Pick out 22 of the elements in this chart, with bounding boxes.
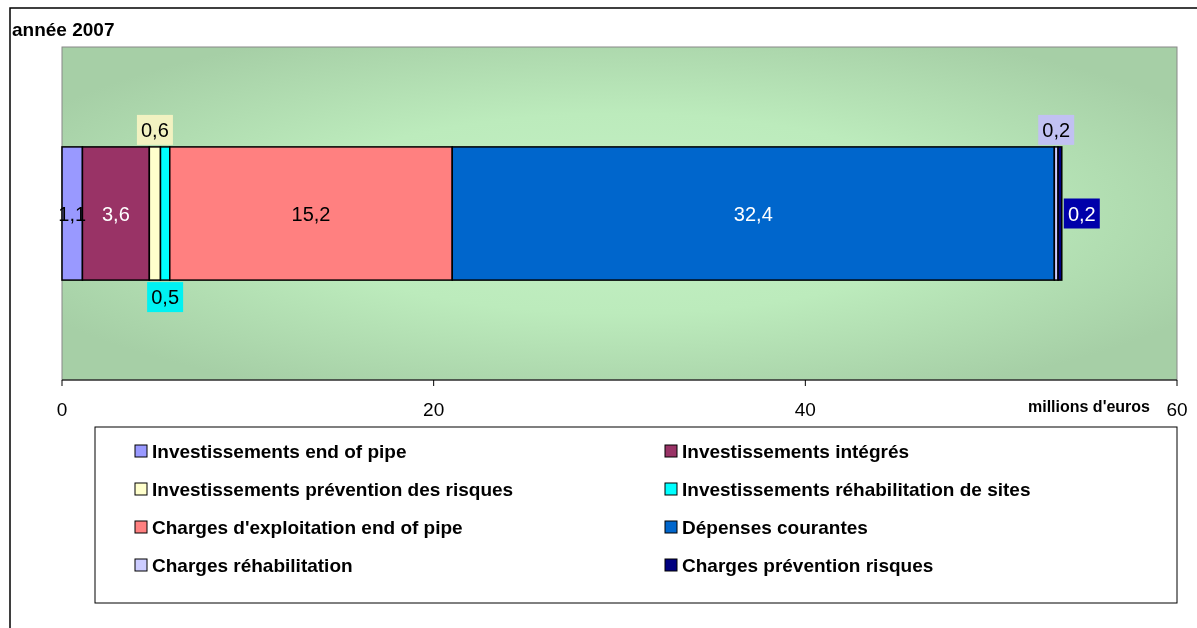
x-tick-label: 20 (423, 399, 445, 420)
chart-title: année 2007 (12, 19, 115, 40)
legend-label: Investissements prévention des risques (152, 478, 514, 500)
x-tick-label: 40 (794, 399, 816, 420)
legend-label: Investissements end of pipe (152, 440, 407, 462)
legend-label: Charges prévention risques (682, 554, 934, 576)
x-axis-title: millions d'euros (1027, 398, 1151, 415)
data-label: 3,6 (101, 202, 130, 225)
legend-label: Investissements intégrés (682, 440, 910, 462)
data-label: 0,6 (141, 118, 169, 141)
legend-label: Investissements réhabilitation de sites (682, 478, 1031, 500)
data-label: 32,4 (733, 202, 773, 225)
bar (1057, 146, 1063, 281)
legend-label: Dépenses courantes (682, 516, 868, 538)
data-label: 0,5 (151, 286, 180, 309)
data-label: 0,2 (1067, 202, 1096, 225)
legend-label: Charges d'exploitation end of pipe (152, 516, 463, 538)
data-label: 0,2 (1042, 118, 1071, 141)
data-label: 15,2 (291, 202, 331, 225)
legend-label: Charges réhabilitation (152, 554, 353, 576)
x-tick-label: 60 (1166, 399, 1188, 420)
x-tick-label: 0 (56, 399, 68, 420)
